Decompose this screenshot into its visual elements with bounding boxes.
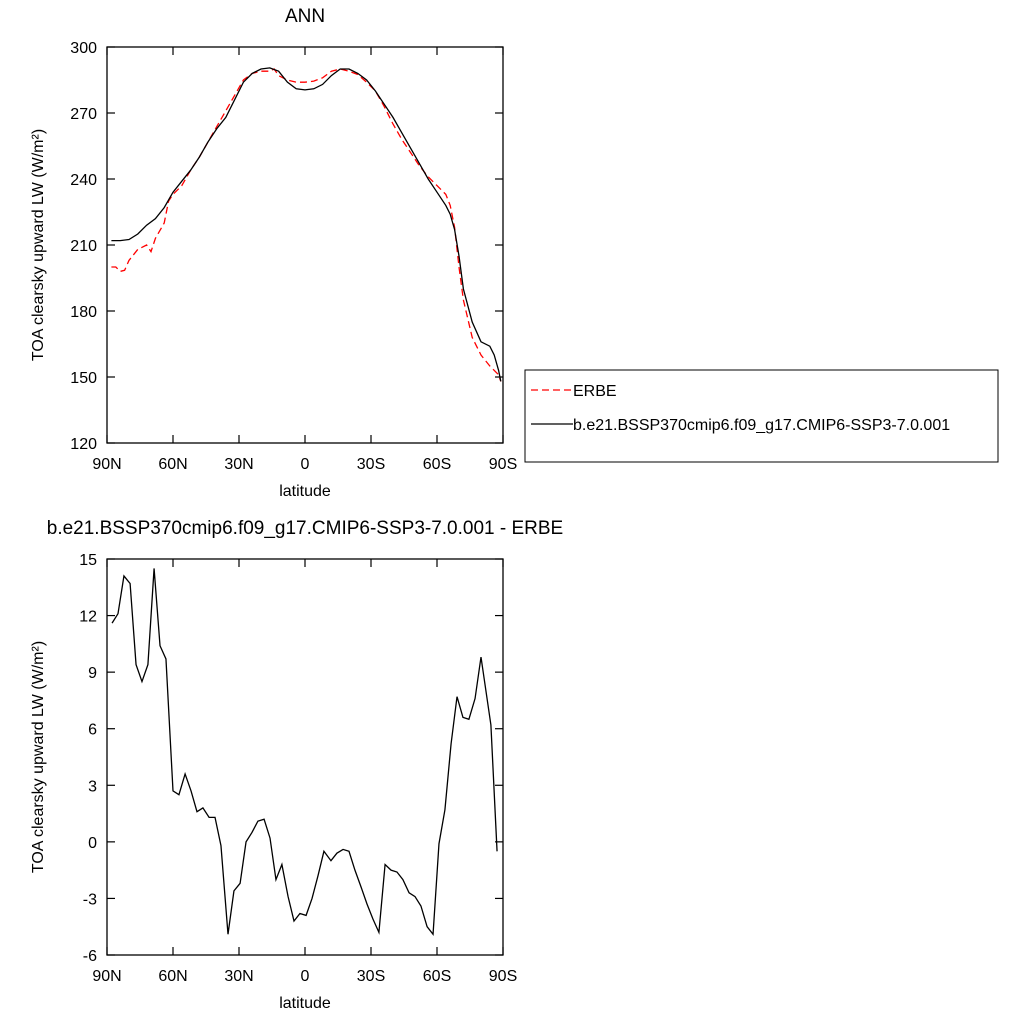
y-tick-label: 0 (88, 835, 97, 852)
legend: ERBE b.e21.BSSP370cmip6.f09_g17.CMIP6-SSP… (524, 369, 999, 463)
x-axis-label: latitude (279, 483, 331, 500)
x-axis-label: latitude (279, 995, 331, 1012)
x-tick-label: 90N (92, 456, 121, 473)
data-line (111, 568, 498, 936)
x-tick-label: 30S (357, 968, 385, 985)
y-tick-label: 240 (70, 172, 97, 189)
x-tick-label: 30S (357, 456, 385, 473)
x-tick-label: 30N (224, 968, 253, 985)
y-tick-label: 15 (79, 552, 97, 569)
y-tick-label: 150 (70, 370, 97, 387)
y-tick-label: -6 (83, 948, 97, 965)
y-tick-label: 270 (70, 106, 97, 123)
x-tick-label: 90S (489, 968, 517, 985)
chart-title: ANN (285, 6, 325, 27)
data-line (111, 68, 502, 382)
chart-title: b.e21.BSSP370cmip6.f09_g17.CMIP6-SSP3-7.… (47, 518, 563, 539)
legend-label: b.e21.BSSP370cmip6.f09_g17.CMIP6-SSP3-7.… (573, 417, 950, 434)
y-tick-label: 210 (70, 238, 97, 255)
legend-box (524, 369, 999, 463)
x-tick-label: 60S (423, 968, 451, 985)
y-axis-label: TOA clearsky upward LW (W/m²) (30, 641, 47, 873)
y-tick-label: -3 (83, 891, 97, 908)
y-axis-label: TOA clearsky upward LW (W/m²) (30, 129, 47, 361)
y-tick-label: 3 (88, 778, 97, 795)
y-tick-label: 6 (88, 722, 97, 739)
x-tick-label: 60N (158, 968, 187, 985)
x-tick-label: 90N (92, 968, 121, 985)
plot-frame (106, 558, 504, 956)
x-tick-label: 30N (224, 456, 253, 473)
x-tick-label: 0 (301, 456, 310, 473)
y-tick-label: 9 (88, 665, 97, 682)
y-tick-label: 300 (70, 40, 97, 57)
y-tick-label: 12 (79, 609, 97, 626)
x-tick-label: 60N (158, 456, 187, 473)
plot-frame (106, 46, 504, 444)
x-tick-label: 60S (423, 456, 451, 473)
y-tick-label: 120 (70, 436, 97, 453)
legend-label: ERBE (573, 383, 617, 400)
x-tick-label: 90S (489, 456, 517, 473)
data-line (111, 67, 502, 382)
x-tick-label: 0 (301, 968, 310, 985)
y-tick-label: 180 (70, 304, 97, 321)
